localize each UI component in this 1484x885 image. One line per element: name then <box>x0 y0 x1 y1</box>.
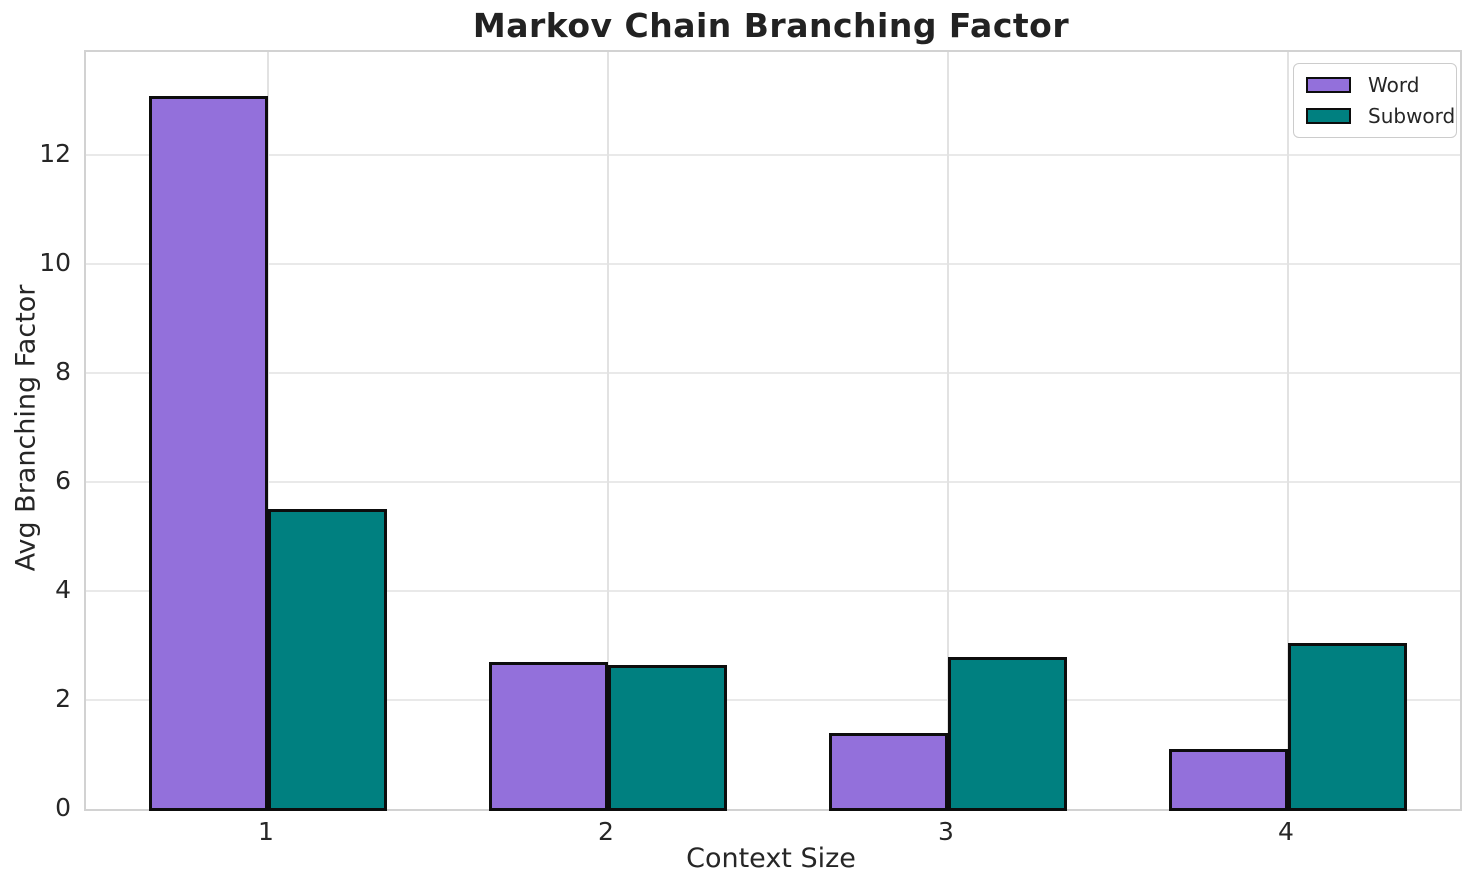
y-tick-label-12: 12 <box>39 139 71 169</box>
horizontal-gridline <box>86 154 1460 157</box>
x-tick-label-3: 3 <box>938 817 954 846</box>
horizontal-gridline <box>86 481 1460 484</box>
horizontal-gridline <box>86 699 1460 702</box>
legend: Word Subword <box>1293 63 1457 138</box>
vertical-gridline <box>1287 52 1289 809</box>
vertical-gridline <box>947 52 949 809</box>
x-tick-label-1: 1 <box>258 817 274 846</box>
x-tick-label-2: 2 <box>598 817 614 846</box>
bar-word-context-4 <box>1169 749 1288 811</box>
bar-subword-context-3 <box>948 656 1067 811</box>
vertical-gridline <box>267 52 269 809</box>
vertical-gridline <box>607 52 609 809</box>
y-tick-label-6: 6 <box>55 466 71 496</box>
y-tick-label-10: 10 <box>39 248 71 278</box>
legend-label: Subword <box>1368 104 1456 128</box>
horizontal-gridline <box>86 372 1460 375</box>
x-axis-label: Context Size <box>686 843 856 874</box>
x-tick-label-4: 4 <box>1278 817 1294 846</box>
bar-subword-context-4 <box>1288 642 1407 811</box>
horizontal-gridline <box>86 590 1460 593</box>
bar-word-context-1 <box>149 95 268 811</box>
y-tick-label-0: 0 <box>55 793 71 822</box>
y-tick-label-2: 2 <box>55 684 71 714</box>
legend-swatch-subword <box>1306 108 1351 124</box>
y-axis-label: Avg Branching Factor <box>10 284 42 572</box>
bar-subword-context-1 <box>268 509 387 811</box>
bar-word-context-2 <box>489 661 608 811</box>
legend-item-subword: Subword <box>1306 104 1455 128</box>
y-tick-label-8: 8 <box>55 357 71 387</box>
bar-word-context-3 <box>829 732 948 811</box>
y-tick-label-4: 4 <box>55 575 71 605</box>
bar-subword-context-2 <box>608 664 727 811</box>
plot-area <box>84 50 1462 811</box>
legend-item-word: Word <box>1306 73 1444 97</box>
legend-swatch-word <box>1306 77 1351 93</box>
horizontal-gridline <box>86 263 1460 266</box>
legend-label: Word <box>1368 73 1420 97</box>
chart-title: Markov Chain Branching Factor <box>472 6 1070 45</box>
